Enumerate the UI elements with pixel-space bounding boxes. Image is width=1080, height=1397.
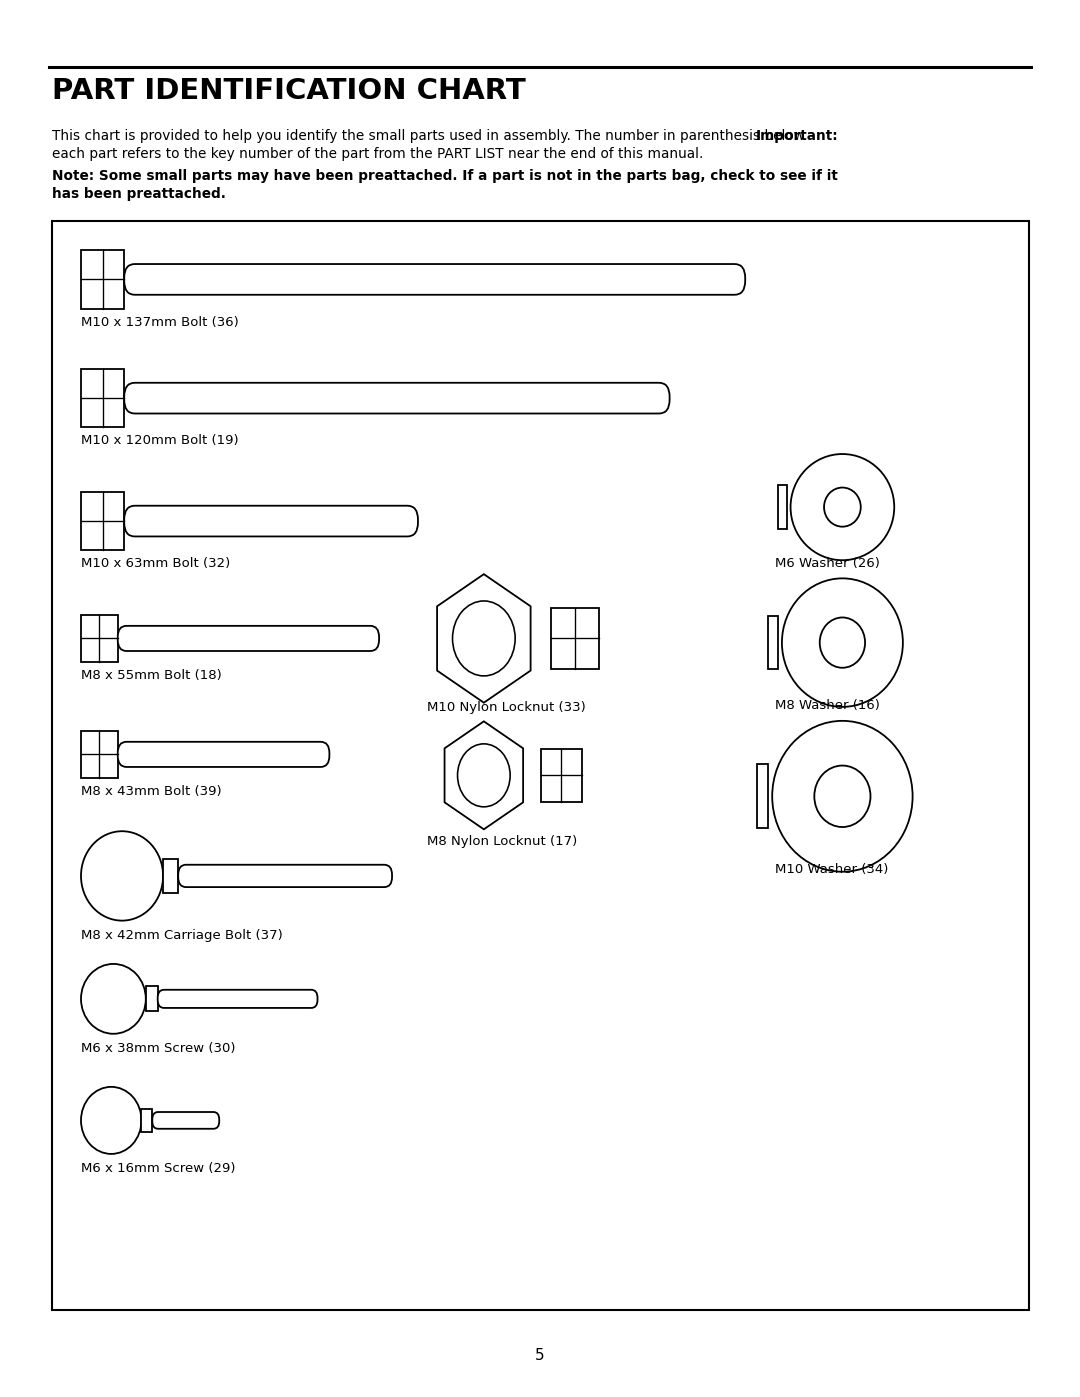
Text: Note: Some small parts may have been preattached. If a part is not in the parts : Note: Some small parts may have been pre… [52, 169, 838, 201]
Text: M10 Washer (34): M10 Washer (34) [775, 863, 889, 876]
FancyBboxPatch shape [551, 608, 598, 669]
FancyBboxPatch shape [81, 492, 124, 550]
Ellipse shape [458, 743, 510, 807]
Text: M8 Nylon Locknut (17): M8 Nylon Locknut (17) [427, 835, 577, 848]
FancyBboxPatch shape [158, 989, 318, 1009]
FancyBboxPatch shape [124, 506, 418, 536]
FancyBboxPatch shape [768, 616, 778, 669]
Text: M6 x 38mm Screw (30): M6 x 38mm Screw (30) [81, 1042, 235, 1055]
Text: M10 x 63mm Bolt (32): M10 x 63mm Bolt (32) [81, 557, 230, 570]
FancyBboxPatch shape [540, 749, 581, 802]
Text: M8 Washer (16): M8 Washer (16) [775, 698, 880, 711]
Ellipse shape [81, 1087, 141, 1154]
Ellipse shape [81, 831, 163, 921]
FancyBboxPatch shape [118, 626, 379, 651]
Ellipse shape [820, 617, 865, 668]
Ellipse shape [772, 721, 913, 872]
Polygon shape [437, 574, 530, 703]
FancyBboxPatch shape [163, 859, 178, 893]
Ellipse shape [824, 488, 861, 527]
FancyBboxPatch shape [757, 764, 768, 828]
FancyBboxPatch shape [124, 264, 745, 295]
Ellipse shape [782, 578, 903, 707]
Polygon shape [445, 721, 523, 830]
Text: M10 x 137mm Bolt (36): M10 x 137mm Bolt (36) [81, 316, 239, 328]
FancyBboxPatch shape [141, 1109, 152, 1132]
Text: M8 x 55mm Bolt (18): M8 x 55mm Bolt (18) [81, 669, 221, 682]
Text: PART IDENTIFICATION CHART: PART IDENTIFICATION CHART [52, 77, 526, 105]
Ellipse shape [814, 766, 870, 827]
Ellipse shape [791, 454, 894, 560]
FancyBboxPatch shape [124, 383, 670, 414]
FancyBboxPatch shape [81, 615, 118, 662]
FancyBboxPatch shape [52, 221, 1029, 1310]
FancyBboxPatch shape [779, 485, 787, 529]
Text: M6 x 16mm Screw (29): M6 x 16mm Screw (29) [81, 1162, 235, 1175]
FancyBboxPatch shape [152, 1112, 219, 1129]
FancyBboxPatch shape [146, 986, 158, 1011]
Text: M10 x 120mm Bolt (19): M10 x 120mm Bolt (19) [81, 434, 239, 447]
Text: Important:: Important: [756, 129, 839, 142]
FancyBboxPatch shape [81, 250, 124, 309]
FancyBboxPatch shape [81, 731, 118, 778]
FancyBboxPatch shape [178, 865, 392, 887]
Text: This chart is provided to help you identify the small parts used in assembly. Th: This chart is provided to help you ident… [52, 129, 805, 161]
Ellipse shape [81, 964, 146, 1034]
FancyBboxPatch shape [81, 369, 124, 427]
FancyBboxPatch shape [118, 742, 329, 767]
Text: M8 x 43mm Bolt (39): M8 x 43mm Bolt (39) [81, 785, 221, 798]
Text: M6 Washer (26): M6 Washer (26) [775, 557, 880, 570]
Text: 5: 5 [536, 1348, 544, 1362]
Ellipse shape [453, 601, 515, 676]
Text: M8 x 42mm Carriage Bolt (37): M8 x 42mm Carriage Bolt (37) [81, 929, 283, 942]
Text: M10 Nylon Locknut (33): M10 Nylon Locknut (33) [427, 701, 585, 714]
